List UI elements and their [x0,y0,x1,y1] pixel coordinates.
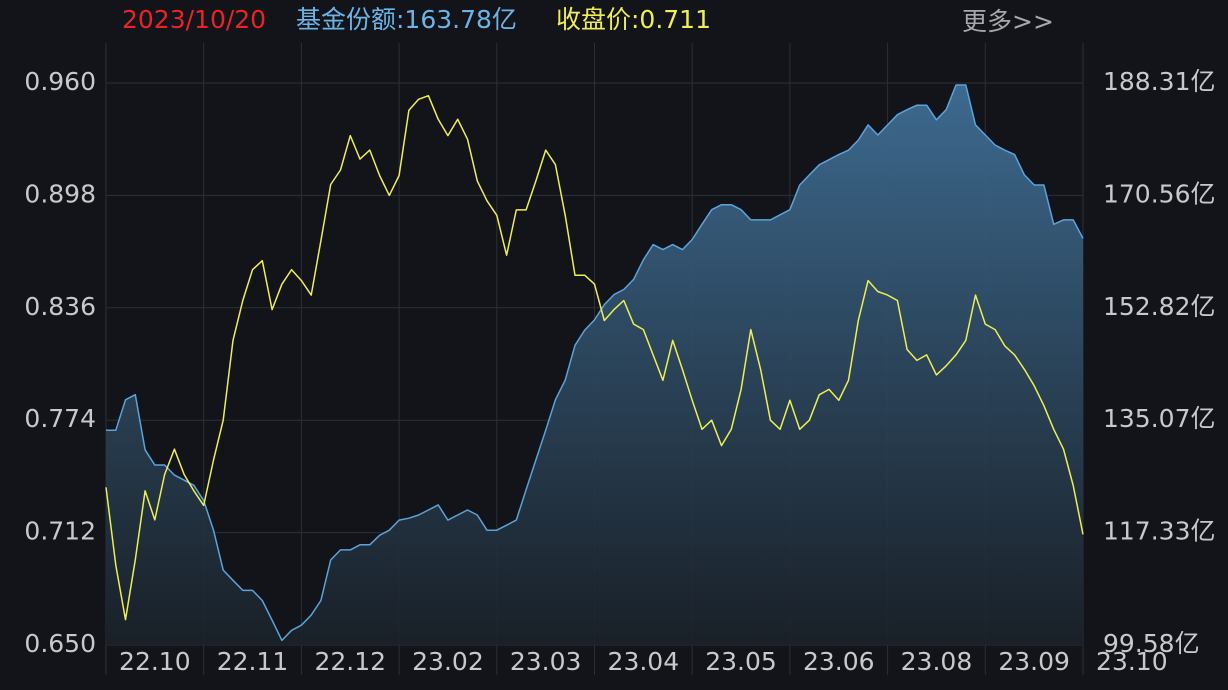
share-label: 基金份额:163.78亿 [296,5,517,34]
y2-tick-label: 170.56亿 [1103,179,1215,208]
y2-tick-label: 135.07亿 [1103,404,1215,433]
y-tick-label: 0.650 [24,629,96,658]
y-tick-label: 0.712 [24,517,96,546]
y2-tick-label: 188.31亿 [1103,67,1215,96]
series-line [106,84,1084,642]
more-link[interactable]: 更多>> [962,7,1054,36]
price-label: 收盘价:0.711 [556,5,711,34]
y-tick-label: 0.898 [24,179,96,208]
y-tick-label: 0.774 [24,404,96,433]
date: 2023/10/20 [122,5,266,34]
y2-tick-label: 117.33亿 [1103,517,1215,546]
x-tick-label: 23.05 [705,647,777,676]
x-tick-label: 23.03 [510,647,582,676]
series-line [105,94,1084,621]
y-tick-label: 0.836 [24,292,96,321]
x-tick-label: 23.06 [803,647,875,676]
x-tick-label: 23.09 [998,647,1070,676]
x-tick-label: 23.04 [608,647,680,676]
y2-tick-label: 152.82亿 [1103,292,1215,321]
x-tick-label: 22.10 [119,647,191,676]
y-tick-label: 0.960 [24,67,96,96]
x-tick-label: 22.11 [217,647,289,676]
x-tick-label: 23.08 [901,647,973,676]
x-tick-label: 23.10 [1096,647,1168,676]
x-tick-label: 23.02 [412,647,484,676]
series-area [106,85,1083,645]
y2-tick-label: 99.58亿 [1103,629,1200,658]
x-tick-label: 22.12 [314,647,386,676]
